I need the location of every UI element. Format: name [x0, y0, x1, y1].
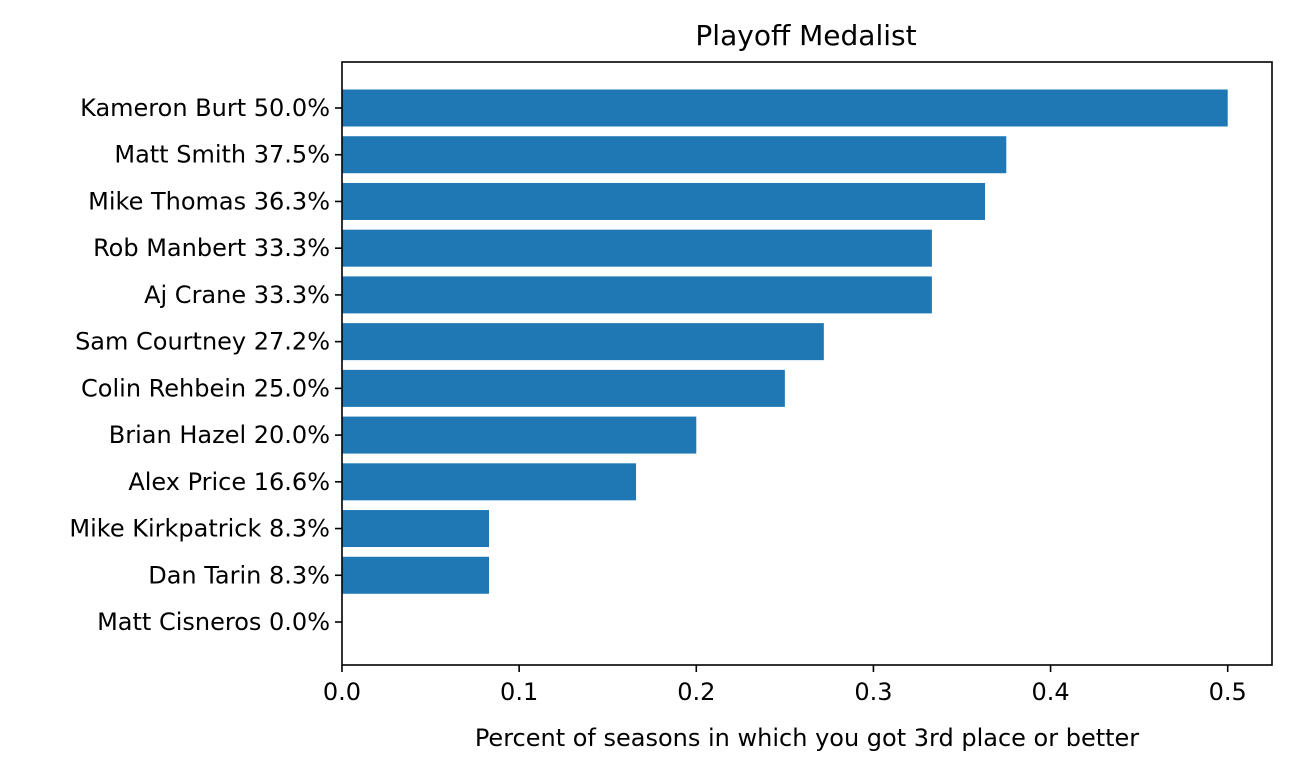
- bars-layer: [342, 89, 1228, 594]
- y-tick-label: Colin Rehbein 25.0%: [81, 374, 330, 402]
- y-tick-label: Mike Thomas 36.3%: [88, 187, 330, 215]
- x-tick-label: 0.4: [1031, 678, 1069, 706]
- bar-8: [342, 463, 637, 501]
- bar-2: [342, 182, 986, 220]
- y-tick-label: Alex Price 16.6%: [128, 468, 330, 496]
- y-tick-label: Matt Smith 37.5%: [114, 141, 330, 169]
- y-tick-label: Matt Cisneros 0.0%: [97, 608, 330, 636]
- bar-6: [342, 369, 785, 407]
- y-tick-label: Sam Courtney 27.2%: [75, 328, 330, 356]
- plot-frame: [341, 61, 1273, 666]
- x-tick-label: 0.3: [854, 678, 892, 706]
- x-tick-label: 0.2: [677, 678, 715, 706]
- bar-10: [342, 556, 490, 594]
- x-axis-label: Percent of seasons in which you got 3rd …: [475, 724, 1139, 752]
- y-tick-label: Brian Hazel 20.0%: [109, 421, 330, 449]
- x-tick-label: 0.1: [500, 678, 538, 706]
- bar-1: [342, 136, 1007, 174]
- bar-7: [342, 416, 697, 454]
- chart-title: Playoff Medalist: [695, 19, 916, 52]
- y-tick-labels: Kameron Burt 50.0% Matt Smith 37.5% Mike T…: [69, 94, 342, 636]
- bar-3: [342, 229, 932, 267]
- y-tick-label: Mike Kirkpatrick 8.3%: [69, 515, 330, 543]
- x-tick-label: 0.0: [323, 678, 361, 706]
- bar-5: [342, 323, 824, 361]
- x-tick-label: 0.5: [1209, 678, 1247, 706]
- bar-4: [342, 276, 932, 314]
- y-tick-label: Aj Crane 33.3%: [144, 281, 330, 309]
- x-ticks: 0.0 0.1 0.2 0.3 0.4 0.5: [323, 665, 1247, 706]
- y-tick-label: Kameron Burt 50.0%: [80, 94, 330, 122]
- bar-9: [342, 510, 490, 548]
- y-tick-label: Dan Tarin 8.3%: [148, 561, 330, 589]
- bar-0: [342, 89, 1228, 127]
- y-tick-label: Rob Manbert 33.3%: [93, 234, 330, 262]
